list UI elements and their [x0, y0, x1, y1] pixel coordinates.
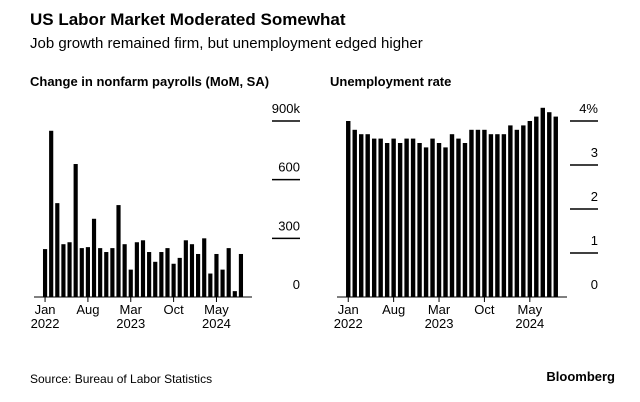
title: US Labor Market Moderated Somewhat — [30, 10, 346, 29]
bar — [67, 242, 72, 297]
bar — [482, 129, 487, 297]
bar — [469, 129, 474, 297]
x-year-label: 2023 — [116, 316, 145, 331]
bar — [436, 143, 442, 297]
bar — [443, 147, 448, 297]
bar — [140, 240, 146, 297]
x-year-label: 2022 — [31, 316, 60, 331]
x-tick-label: Oct — [163, 302, 184, 317]
bar — [410, 138, 416, 297]
x-tick-label: Mar — [428, 302, 451, 317]
bar — [165, 248, 170, 297]
bar — [397, 143, 403, 297]
bar — [391, 138, 396, 297]
x-tick-label: Jan — [338, 302, 359, 317]
bar — [208, 273, 213, 297]
y-tick-label: 0 — [293, 277, 300, 292]
bar — [232, 291, 237, 297]
bar — [371, 138, 377, 297]
bar — [220, 269, 225, 297]
bar — [116, 205, 121, 297]
x-year-label: 2024 — [515, 316, 544, 331]
bar — [49, 130, 54, 297]
bar — [214, 253, 219, 297]
bar — [527, 121, 533, 297]
panel-title: Unemployment rate — [330, 74, 451, 89]
y-tick-label: 2 — [591, 189, 598, 204]
bar — [79, 248, 84, 297]
bar — [359, 134, 364, 297]
subtitle: Job growth remained firm, but unemployme… — [30, 35, 423, 52]
bar — [501, 134, 507, 297]
bar — [122, 244, 127, 297]
bar — [171, 263, 176, 297]
bar — [104, 252, 109, 297]
bar — [462, 143, 468, 297]
bar — [91, 218, 97, 297]
x-year-label: 2024 — [202, 316, 231, 331]
bar — [378, 138, 383, 297]
brand: Bloomberg — [546, 369, 615, 384]
bar — [352, 129, 357, 297]
bar — [449, 134, 455, 297]
x-tick-label: May — [204, 302, 229, 317]
y-tick-label: 600 — [278, 160, 300, 175]
bar — [147, 252, 152, 297]
y-tick-label: 1 — [591, 233, 598, 248]
bar — [177, 257, 182, 297]
y-tick-label: 900k — [272, 101, 301, 116]
x-tick-label: May — [518, 302, 543, 317]
x-tick-label: Oct — [474, 302, 495, 317]
bar — [508, 125, 513, 298]
panel-title: Change in nonfarm payrolls (MoM, SA) — [30, 74, 269, 89]
bar — [540, 107, 545, 297]
bar — [238, 253, 244, 297]
bar — [153, 261, 158, 297]
bar — [346, 121, 351, 297]
x-year-label: 2023 — [425, 316, 454, 331]
x-tick-label: Aug — [382, 302, 405, 317]
bar — [456, 138, 461, 297]
bar — [430, 138, 435, 297]
bar — [42, 249, 48, 297]
bar — [404, 138, 409, 297]
source: Source: Bureau of Labor Statistics — [30, 372, 212, 386]
bar — [196, 253, 201, 297]
bar — [514, 129, 520, 297]
bar — [553, 116, 558, 297]
bar — [488, 134, 494, 297]
bar — [183, 240, 188, 297]
bar — [547, 112, 552, 297]
bar — [134, 242, 139, 297]
bar — [98, 248, 103, 297]
bar — [475, 129, 481, 297]
bar — [128, 269, 133, 297]
bar — [495, 134, 500, 297]
y-tick-label: 300 — [278, 218, 300, 233]
bar — [202, 238, 207, 297]
x-year-label: 2022 — [334, 316, 363, 331]
y-tick-label: 0 — [591, 277, 598, 292]
bar — [417, 143, 422, 297]
bar — [110, 248, 115, 297]
bar — [423, 147, 429, 297]
bar — [365, 134, 370, 297]
bar — [521, 125, 526, 298]
x-tick-label: Jan — [35, 302, 56, 317]
bar — [55, 203, 60, 297]
bar — [159, 252, 164, 297]
bar — [384, 143, 390, 297]
bar — [534, 116, 539, 297]
bar — [61, 244, 66, 297]
bar — [189, 244, 195, 297]
y-tick-label: 3 — [591, 145, 598, 160]
y-tick-label: 4% — [579, 101, 598, 116]
x-tick-label: Mar — [120, 302, 143, 317]
bar — [73, 164, 78, 297]
x-tick-label: Aug — [76, 302, 99, 317]
bar — [226, 248, 231, 297]
bar — [85, 247, 90, 297]
